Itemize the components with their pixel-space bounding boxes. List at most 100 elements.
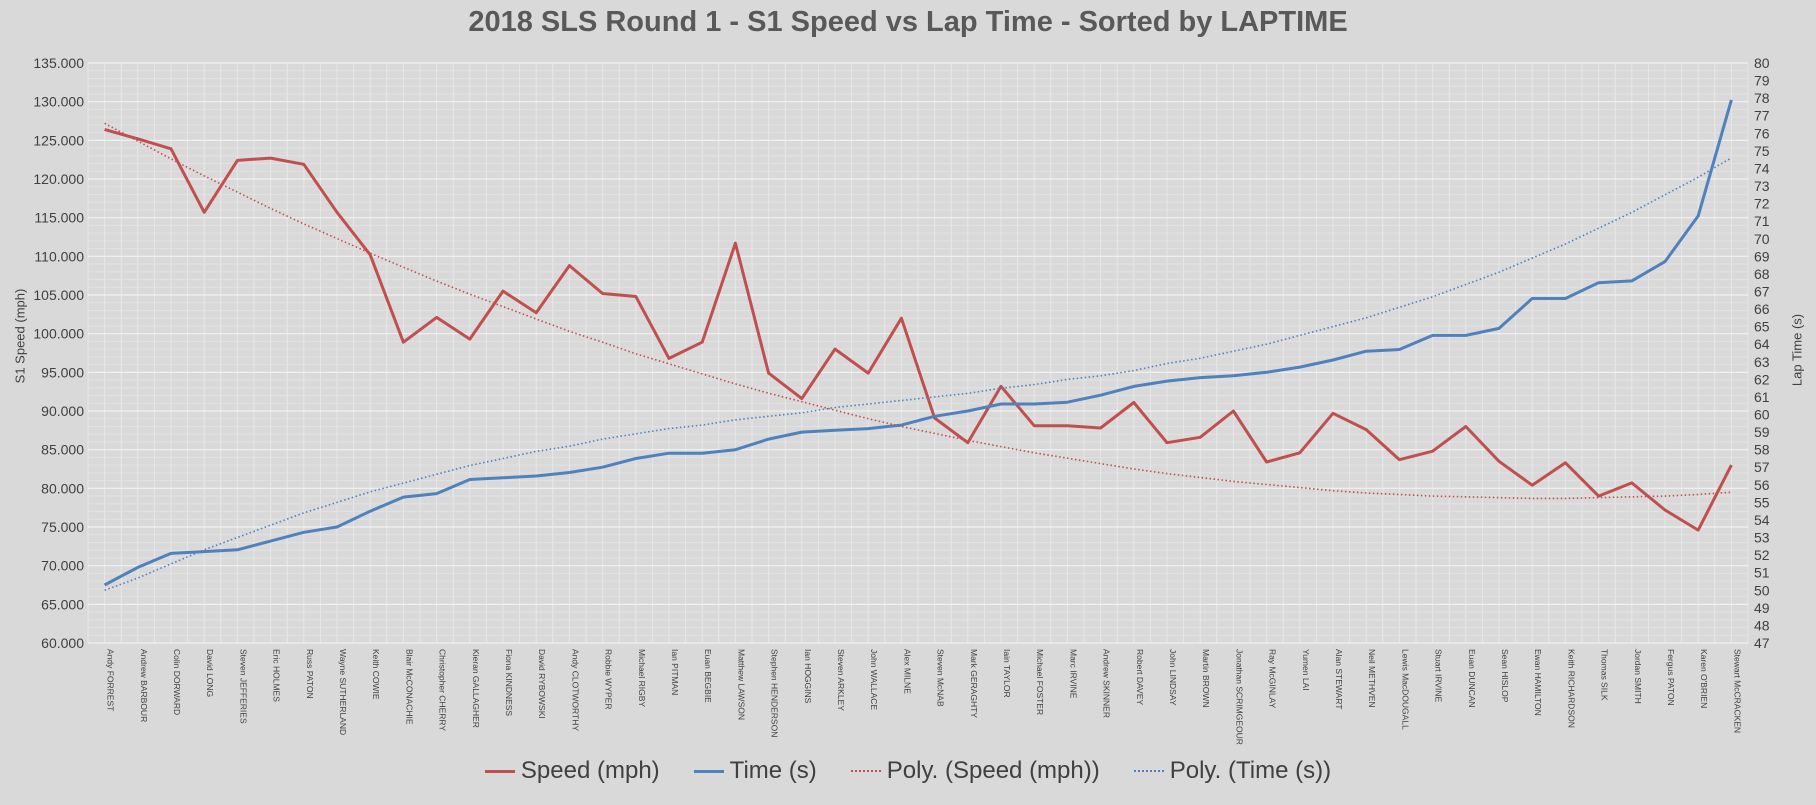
x-tick-label: Euan DUNCAN <box>1467 649 1477 708</box>
y-right-tick-label: 72 <box>1754 196 1770 212</box>
y-right-tick-label: 56 <box>1754 477 1770 493</box>
y-left-tick-label: 105.000 <box>33 287 84 303</box>
x-tick-label: Robbie WYPER <box>604 649 614 709</box>
y-right-tick-label: 61 <box>1754 389 1770 405</box>
x-tick-label: Sean HISLOP <box>1500 649 1510 703</box>
legend-label-poly-time: Poly. (Time (s)) <box>1169 757 1332 784</box>
y-left-tick-label: 90.000 <box>41 403 84 419</box>
y-right-tick-label: 53 <box>1754 530 1770 546</box>
x-tick-label: Andy CLOTWORTHY <box>570 649 580 731</box>
y-right-tick-label: 49 <box>1754 600 1770 616</box>
x-tick-label: David LONG <box>205 649 215 697</box>
x-tick-label: Steven JEFFERIES <box>238 649 248 724</box>
x-tick-label: Ewan HAMILTON <box>1533 649 1543 716</box>
x-tick-label: John WALLACE <box>869 649 879 710</box>
x-tick-label: Neil METHVEN <box>1367 649 1377 708</box>
x-tick-label: Michael FOSTER <box>1035 649 1045 715</box>
y-right-tick-label: 52 <box>1754 547 1770 563</box>
y-right-tick-label: 54 <box>1754 512 1770 528</box>
x-tick-label: Martin BROWN <box>1201 649 1211 708</box>
y-right-tick-label: 76 <box>1754 125 1770 141</box>
y-right-tick-label: 75 <box>1754 143 1770 159</box>
x-tick-label: Michael RIGBY <box>637 649 647 707</box>
x-tick-label: Blair McCONACHIE <box>404 649 414 725</box>
y-right-tick-label: 80 <box>1754 55 1770 71</box>
x-tick-label: Andy FORREST <box>106 649 116 711</box>
x-tick-label: Colin DORWARD <box>172 649 182 715</box>
x-tick-label: Eric HOLMES <box>272 649 282 702</box>
y-left-tick-label: 85.000 <box>41 442 84 458</box>
y-right-tick-label: 55 <box>1754 494 1770 510</box>
y-right-tick-label: 50 <box>1754 582 1770 598</box>
y-left-tick-label: 60.000 <box>41 635 84 651</box>
x-tick-label: Andrew BARBOUR <box>139 649 149 722</box>
x-tick-label: Lewis MacDOUGALL <box>1400 649 1410 730</box>
x-tick-label: Yumen LAI <box>1301 649 1311 691</box>
legend-label-speed: Speed (mph) <box>520 757 660 784</box>
y-left-tick-label: 95.000 <box>41 364 84 380</box>
x-tick-label: Andrew SKINNER <box>1102 649 1112 718</box>
x-tick-label: Keith COWIE <box>371 649 381 700</box>
y-right-tick-label: 57 <box>1754 459 1770 475</box>
x-tick-label: Alan STEWART <box>1334 649 1344 709</box>
y-right-tick-label: 47 <box>1754 635 1770 651</box>
x-tick-label: Kieran GALLAGHER <box>471 649 481 728</box>
y-right-tick-label: 48 <box>1754 617 1770 633</box>
x-tick-label: Stuart IRVINE <box>1434 649 1444 703</box>
y-left-tick-label: 100.000 <box>33 326 84 342</box>
y-axis-right-title: Lap Time (s) <box>1789 313 1805 387</box>
x-tick-label: Jordan SMITH <box>1633 649 1643 704</box>
y-left-tick-label: 125.000 <box>33 132 84 148</box>
y-right-tick-label: 65 <box>1754 319 1770 335</box>
y-right-tick-label: 63 <box>1754 354 1770 370</box>
x-tick-label: Ian HOGGINS <box>803 649 813 704</box>
y-right-tick-label: 68 <box>1754 266 1770 282</box>
y-right-tick-label: 74 <box>1754 160 1770 176</box>
y-axis-left-title: S1 Speed (mph) <box>12 288 28 384</box>
x-tick-label: Wayne SUTHERLAND <box>338 649 348 735</box>
x-tick-label: Thomas SILK <box>1600 649 1610 701</box>
x-tick-label: Alex MILNE <box>902 649 912 694</box>
y-right-tick-label: 59 <box>1754 424 1770 440</box>
x-tick-label: David RYBOWSKI <box>537 649 547 719</box>
y-right-tick-label: 64 <box>1754 336 1770 352</box>
legend-item-poly-time: Poly. (Time (s)) <box>1133 757 1332 785</box>
x-tick-label: Euan BEGBIE <box>703 649 713 703</box>
x-tick-label: Christopher CHERRY <box>438 649 448 731</box>
x-tick-label: Steven ARKLEY <box>836 649 846 711</box>
legend-swatch-poly-time <box>1133 770 1164 772</box>
y-right-tick-label: 78 <box>1754 90 1770 106</box>
y-right-tick-label: 51 <box>1754 565 1770 581</box>
x-tick-label: Jonathan SCRIMGEOUR <box>1234 649 1244 745</box>
x-tick-label: Russ PATON <box>305 649 315 699</box>
y-right-tick-label: 66 <box>1754 301 1770 317</box>
y-right-tick-label: 71 <box>1754 213 1770 229</box>
y-right-tick-label: 79 <box>1754 73 1770 89</box>
series-line-3 <box>104 157 1732 592</box>
legend-label-time: Time (s) <box>729 757 817 784</box>
y-left-tick-label: 135.000 <box>33 55 84 71</box>
y-left-tick-label: 75.000 <box>41 519 84 535</box>
x-tick-label: Iain TAYLOR <box>1002 649 1012 698</box>
x-tick-label: Fiona KINDNESS <box>504 649 514 716</box>
legend-item-time: Time (s) <box>693 757 817 785</box>
y-right-tick-label: 58 <box>1754 442 1770 458</box>
chart-legend: Speed (mph) Time (s) Poly. (Speed (mph))… <box>0 757 1816 785</box>
series-line-2 <box>104 122 1732 500</box>
x-tick-label: Ian PITMAN <box>670 649 680 695</box>
y-left-tick-label: 65.000 <box>41 596 84 612</box>
legend-swatch-time <box>693 769 724 773</box>
y-left-tick-label: 120.000 <box>33 171 84 187</box>
y-right-tick-label: 77 <box>1754 108 1770 124</box>
series-line-0 <box>104 128 1733 532</box>
x-tick-label: Marc IRVINE <box>1068 649 1078 699</box>
legend-label-poly-speed: Poly. (Speed (mph)) <box>886 757 1100 784</box>
x-tick-label: John LINDSAY <box>1168 649 1178 706</box>
y-right-tick-label: 62 <box>1754 371 1770 387</box>
y-left-tick-label: 110.000 <box>34 248 84 264</box>
series-line-1 <box>103 99 1733 587</box>
x-tick-label: Fergus PATON <box>1666 649 1676 706</box>
y-right-tick-label: 60 <box>1754 407 1770 423</box>
